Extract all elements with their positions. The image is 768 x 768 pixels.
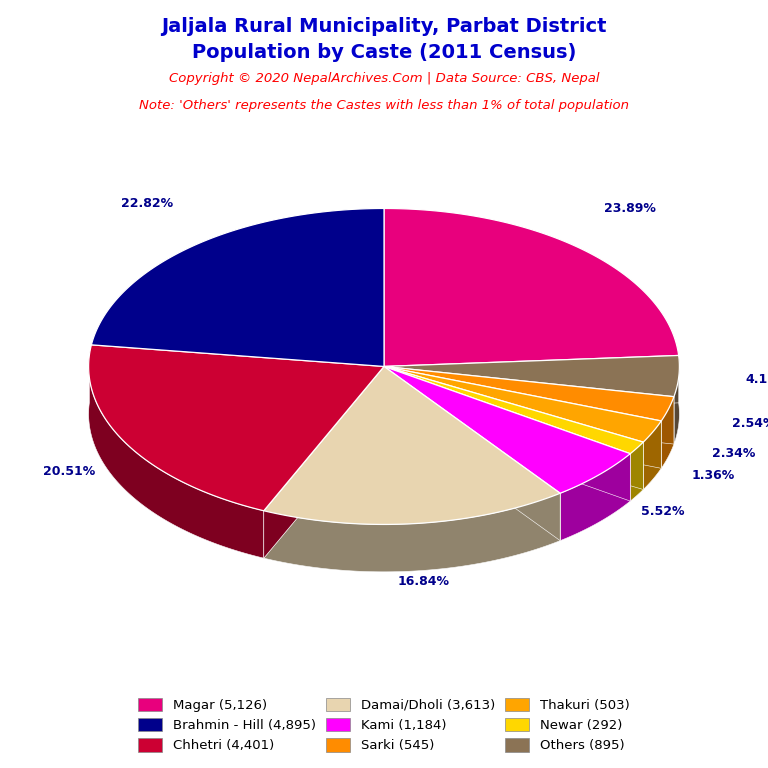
- Polygon shape: [263, 366, 384, 558]
- Polygon shape: [674, 356, 680, 444]
- Polygon shape: [560, 454, 631, 541]
- Polygon shape: [384, 366, 644, 489]
- Polygon shape: [384, 208, 679, 366]
- Text: 4.17%: 4.17%: [746, 373, 768, 386]
- Polygon shape: [644, 421, 661, 489]
- Legend: Magar (5,126), Brahmin - Hill (4,895), Chhetri (4,401), Damai/Dholi (3,613), Kam: Magar (5,126), Brahmin - Hill (4,895), C…: [133, 693, 635, 757]
- Polygon shape: [263, 366, 384, 558]
- Polygon shape: [384, 356, 680, 397]
- Polygon shape: [384, 366, 560, 541]
- Text: 22.82%: 22.82%: [121, 197, 174, 210]
- Text: 5.52%: 5.52%: [641, 505, 684, 518]
- Polygon shape: [384, 366, 674, 444]
- Polygon shape: [661, 397, 674, 468]
- Polygon shape: [384, 366, 644, 489]
- Polygon shape: [88, 355, 263, 558]
- Polygon shape: [384, 366, 631, 501]
- Text: 2.34%: 2.34%: [712, 447, 756, 460]
- Polygon shape: [88, 345, 384, 511]
- Polygon shape: [384, 366, 674, 444]
- Text: Jaljala Rural Municipality, Parbat District: Jaljala Rural Municipality, Parbat Distr…: [161, 18, 607, 36]
- Polygon shape: [384, 366, 661, 468]
- Text: 2.54%: 2.54%: [732, 416, 768, 429]
- Polygon shape: [263, 366, 560, 525]
- Polygon shape: [384, 366, 674, 421]
- Polygon shape: [384, 356, 679, 414]
- Text: 20.51%: 20.51%: [43, 465, 95, 478]
- Polygon shape: [88, 414, 680, 572]
- Text: 1.36%: 1.36%: [691, 468, 734, 482]
- Text: 23.89%: 23.89%: [604, 202, 656, 215]
- Text: Copyright © 2020 NepalArchives.Com | Data Source: CBS, Nepal: Copyright © 2020 NepalArchives.Com | Dat…: [169, 72, 599, 84]
- Polygon shape: [384, 366, 560, 541]
- Polygon shape: [384, 366, 644, 454]
- Polygon shape: [384, 366, 661, 442]
- Polygon shape: [631, 442, 644, 501]
- Text: 16.84%: 16.84%: [398, 574, 449, 588]
- Text: Note: 'Others' represents the Castes with less than 1% of total population: Note: 'Others' represents the Castes wit…: [139, 100, 629, 112]
- Polygon shape: [91, 208, 384, 366]
- Polygon shape: [384, 356, 679, 414]
- Polygon shape: [263, 493, 560, 572]
- Polygon shape: [384, 366, 631, 501]
- Text: Population by Caste (2011 Census): Population by Caste (2011 Census): [192, 43, 576, 61]
- Polygon shape: [384, 366, 661, 468]
- Polygon shape: [384, 366, 631, 493]
